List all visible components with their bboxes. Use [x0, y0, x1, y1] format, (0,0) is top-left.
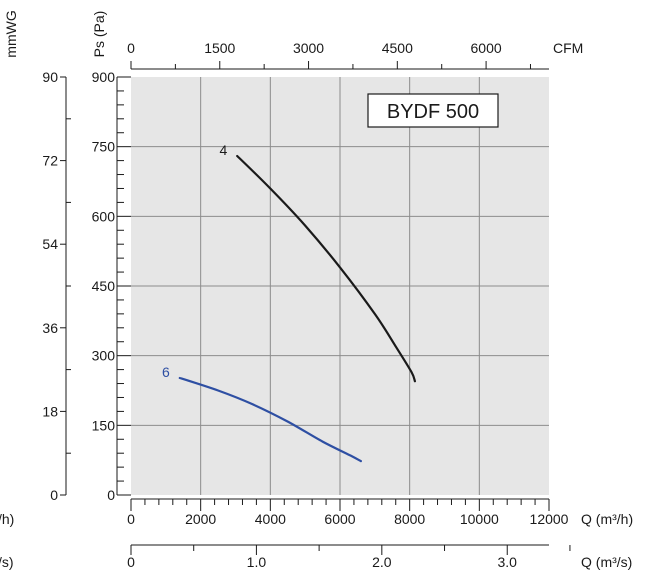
cfm-tick-label: 0 [127, 40, 135, 56]
cfm-tick-label: 6000 [471, 40, 502, 56]
curve-label-4: 4 [219, 142, 227, 158]
ps-tick-label: 450 [92, 278, 116, 294]
q-m3s-tick-label: 3.0 [498, 554, 518, 570]
q-m3h-tick-label: 12000 [530, 511, 569, 527]
mmwg-tick-label: 72 [42, 153, 58, 169]
q-m3h-tick-label: 0 [127, 511, 135, 527]
ps-tick-label: 0 [107, 487, 115, 503]
curves: 46 [162, 142, 416, 463]
axes [60, 61, 571, 555]
cfm-tick-label: 4500 [382, 40, 413, 56]
cfm-axis-title: CFM [553, 40, 583, 56]
cfm-tick-label: 3000 [293, 40, 324, 56]
q-m3h-partial-label: /h) [0, 511, 14, 527]
q-m3h-axis-title: Q (m³/h) [581, 511, 633, 527]
mmwg-tick-label: 36 [42, 320, 58, 336]
curve-label-6: 6 [162, 364, 170, 380]
q-m3s-axis-title: Q (m³/s) [581, 554, 632, 570]
ps-tick-label: 600 [92, 208, 116, 224]
grid [131, 77, 549, 495]
mmwg-tick-label: 90 [42, 69, 58, 85]
q-m3s-partial-label: /s) [0, 554, 14, 570]
q-m3h-tick-label: 6000 [324, 511, 355, 527]
mmwg-axis-title: mmWG [3, 10, 19, 57]
ps-tick-label: 750 [92, 139, 116, 155]
mmwg-tick-label: 0 [50, 487, 58, 503]
mmwg-tick-label: 18 [42, 403, 58, 419]
model-label-box [367, 93, 499, 128]
ps-axis-title: Ps (Pa) [91, 11, 107, 58]
q-m3h-tick-label: 10000 [460, 511, 499, 527]
q-m3h-tick-label: 2000 [185, 511, 216, 527]
ps-tick-label: 300 [92, 348, 116, 364]
mmwg-tick-label: 54 [42, 236, 58, 252]
curve-6 [178, 376, 362, 463]
q-m3s-tick-label: 1.0 [247, 554, 267, 570]
chart-title: BYDF 500 [387, 101, 479, 123]
curve-4 [236, 154, 416, 383]
cfm-tick-label: 1500 [204, 40, 235, 56]
q-m3s-tick-label: 2.0 [372, 554, 392, 570]
q-m3h-tick-label: 8000 [394, 511, 425, 527]
ps-tick-label: 900 [92, 69, 116, 85]
ps-tick-label: 150 [92, 417, 116, 433]
q-m3h-tick-label: 4000 [255, 511, 286, 527]
q-m3s-tick-label: 0 [127, 554, 135, 570]
